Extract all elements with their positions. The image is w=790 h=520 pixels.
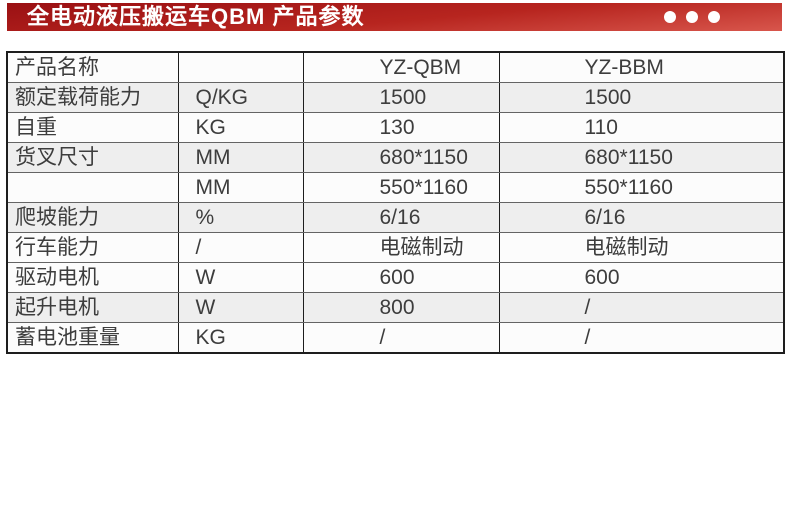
qbm-value-cell: 550*1160 (302, 172, 500, 203)
qbm-value-cell: 电磁制动 (302, 232, 500, 263)
table-row: 行车能力 / 电磁制动 电磁制动 (6, 232, 785, 263)
title-banner: 全电动液压搬运车QBM 产品参数 (7, 3, 782, 31)
column-header-yz-qbm: YZ-QBM (302, 51, 500, 83)
qbm-value-cell: 600 (302, 262, 500, 293)
unit-cell: MM (177, 172, 304, 203)
table-row: 蓄电池重量 KG / / (6, 322, 785, 354)
qbm-value-cell: 130 (302, 112, 500, 143)
bbm-value-cell: 550*1160 (498, 172, 785, 203)
qbm-value-cell: 6/16 (302, 202, 500, 233)
param-name-cell: 蓄电池重量 (6, 322, 179, 354)
param-name-cell: 起升电机 (6, 292, 179, 323)
column-header-yz-bbm: YZ-BBM (498, 51, 785, 83)
unit-cell: MM (177, 142, 304, 173)
table-row: 驱动电机 W 600 600 (6, 262, 785, 293)
dot-icon (686, 11, 698, 23)
unit-cell: W (177, 262, 304, 293)
qbm-value-cell: 800 (302, 292, 500, 323)
bbm-value-cell: / (498, 322, 785, 354)
unit-cell: KG (177, 322, 304, 354)
spec-table: 产品名称 YZ-QBM YZ-BBM 额定载荷能力 Q/KG 1500 1500… (6, 51, 785, 354)
param-name-cell: 产品名称 (6, 51, 179, 83)
dot-icon (708, 11, 720, 23)
table-row: 自重 KG 130 110 (6, 112, 785, 143)
bbm-value-cell: 6/16 (498, 202, 785, 233)
table-row: 爬坡能力 % 6/16 6/16 (6, 202, 785, 233)
bbm-value-cell: 680*1150 (498, 142, 785, 173)
qbm-value-cell: 680*1150 (302, 142, 500, 173)
unit-cell (177, 51, 304, 83)
param-name-cell: 驱动电机 (6, 262, 179, 293)
unit-cell: % (177, 202, 304, 233)
bbm-value-cell: / (498, 292, 785, 323)
three-dots-icon (664, 11, 720, 23)
param-name-cell: 额定载荷能力 (6, 82, 179, 113)
table-row: 货叉尺寸 MM 680*1150 680*1150 (6, 142, 785, 173)
unit-cell: / (177, 232, 304, 263)
param-name-cell: 行车能力 (6, 232, 179, 263)
param-name-cell (6, 172, 179, 203)
bbm-value-cell: 110 (498, 112, 785, 143)
dot-icon (664, 11, 676, 23)
unit-cell: KG (177, 112, 304, 143)
qbm-value-cell: / (302, 322, 500, 354)
qbm-value-cell: 1500 (302, 82, 500, 113)
table-row: MM 550*1160 550*1160 (6, 172, 785, 203)
param-name-cell: 爬坡能力 (6, 202, 179, 233)
unit-cell: W (177, 292, 304, 323)
table-row: 额定载荷能力 Q/KG 1500 1500 (6, 82, 785, 113)
bbm-value-cell: 1500 (498, 82, 785, 113)
table-row: 起升电机 W 800 / (6, 292, 785, 323)
table-row: 产品名称 YZ-QBM YZ-BBM (6, 51, 785, 83)
param-name-cell: 货叉尺寸 (6, 142, 179, 173)
page-title: 全电动液压搬运车QBM 产品参数 (27, 4, 365, 29)
unit-cell: Q/KG (177, 82, 304, 113)
bbm-value-cell: 600 (498, 262, 785, 293)
bbm-value-cell: 电磁制动 (498, 232, 785, 263)
param-name-cell: 自重 (6, 112, 179, 143)
